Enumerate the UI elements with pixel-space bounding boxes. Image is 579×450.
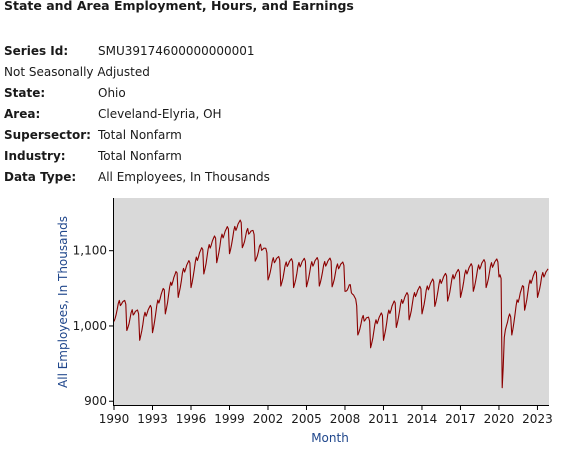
industry-value: Total Nonfarm [98,149,182,163]
x-tick-label: 1999 [214,412,245,426]
plot-area [114,198,549,405]
area-row: Area: Cleveland-Elyria, OH [4,105,270,126]
x-tick-label: 2017 [445,412,476,426]
supersector-label: Supersector: [4,128,91,142]
series-info: Series Id: SMU39174600000000001 Not Seaso… [4,42,270,189]
series-id-label: Series Id: [4,44,69,58]
series-id-value: SMU39174600000000001 [98,44,255,58]
area-label: Area: [4,107,41,121]
datatype-value: All Employees, In Thousands [98,170,270,184]
state-row: State: Ohio [4,84,270,105]
industry-label: Industry: [4,149,66,163]
seasonal-row: Not Seasonally Adjusted [4,63,270,84]
y-tick-label: 900 [84,394,107,408]
datatype-label: Data Type: [4,170,77,184]
employment-line-chart: 900 1,000 1,100 1990 1993 1996 1999 2002 2005 20… [56,198,553,445]
x-tick-label: 2008 [330,412,361,426]
x-tick-label: 2002 [253,412,284,426]
x-tick-label: 2005 [291,412,322,426]
x-tick-label: 2020 [484,412,515,426]
x-tick-label: 2011 [368,412,399,426]
x-tick-label: 1990 [99,412,130,426]
x-tick-label: 2014 [407,412,438,426]
seasonal-adjustment: Not Seasonally Adjusted [4,65,150,79]
page-title: State and Area Employment, Hours, and Ea… [4,0,354,13]
series-id-row: Series Id: SMU39174600000000001 [4,42,270,63]
y-tick-label: 1,000 [73,319,107,333]
supersector-value: Total Nonfarm [98,128,182,142]
x-tick-label: 1993 [137,412,168,426]
state-value: Ohio [98,86,126,100]
supersector-row: Supersector: Total Nonfarm [4,126,270,147]
state-label: State: [4,86,46,100]
series-line [113,219,549,389]
y-axis-title: All Employees, In Thousands [56,216,70,388]
x-tick-label: 1996 [176,412,207,426]
x-tick-label: 2023 [522,412,553,426]
x-axis-title: Month [311,431,349,445]
industry-row: Industry: Total Nonfarm [4,147,270,168]
area-value: Cleveland-Elyria, OH [98,107,222,121]
datatype-row: Data Type: All Employees, In Thousands [4,168,270,189]
y-tick-label: 1,100 [73,244,107,258]
